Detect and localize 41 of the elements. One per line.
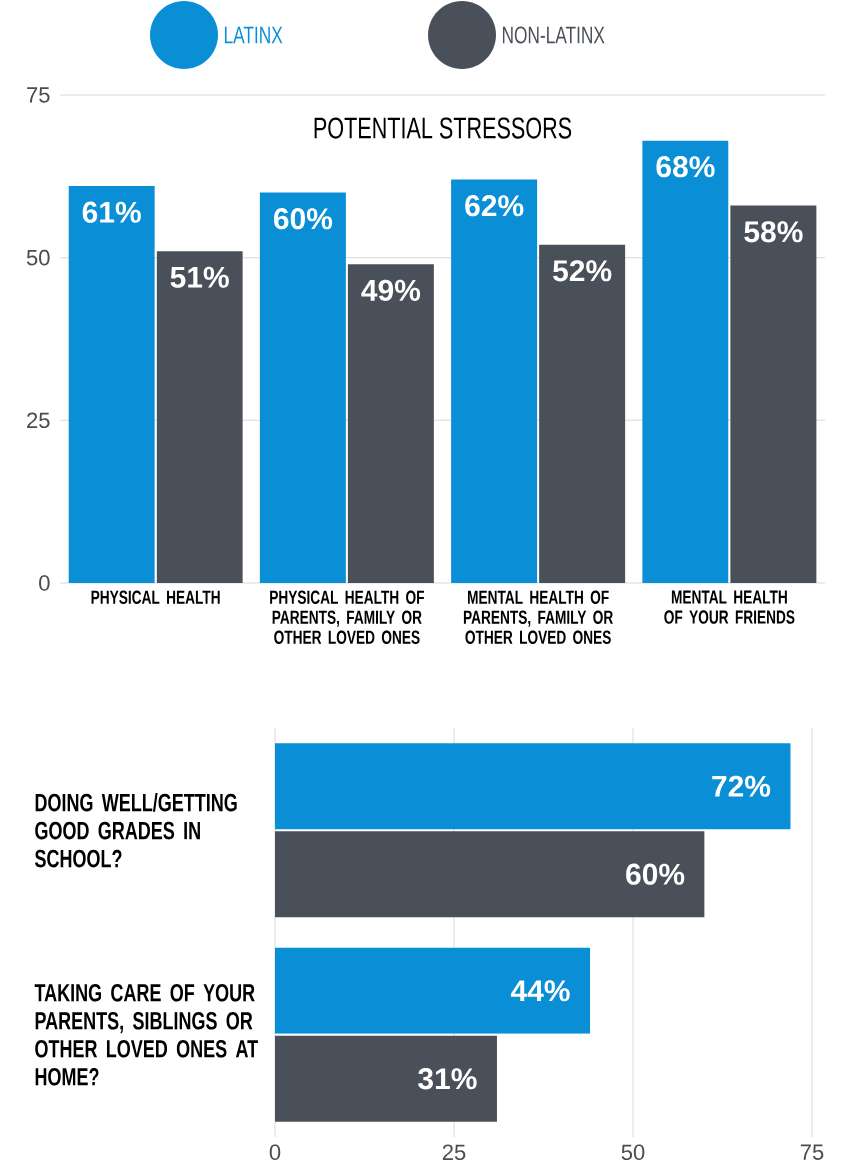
bar <box>275 947 591 1034</box>
data-label: 68% <box>656 156 715 178</box>
data-label: 51% <box>170 266 229 288</box>
text: LATINX <box>224 26 283 44</box>
data-label: 31% <box>418 1068 477 1090</box>
x-tick-label: MENTAL HEALTH OF PARENTS, FAMILY OR OTHER LOVED ONES <box>463 590 613 644</box>
data-label: 58% <box>744 221 803 243</box>
y-tick-label: 75 <box>27 87 50 103</box>
y-tick-label: DOING WELL/GETTING GOOD GRADES IN SCHOOL? <box>34 793 237 868</box>
data-label: 49% <box>361 279 421 301</box>
bar <box>259 192 346 583</box>
x-tick-label: 0 <box>269 1144 281 1161</box>
bar <box>539 244 626 583</box>
bar <box>275 1035 497 1122</box>
y-tick-label: TAKING CARE OF YOUR PARENTS, SIBLINGS OR OTHER LOVED ONES AT HOME? <box>34 983 258 1086</box>
data-label: 52% <box>553 260 612 282</box>
data-label: 44% <box>510 980 570 1002</box>
bar <box>451 179 538 583</box>
x-tick-label: 25 <box>442 1144 466 1161</box>
y-tick-label: 50 <box>26 249 50 266</box>
text: NON-LATINX <box>502 26 605 44</box>
x-tick-label: PHYSICAL HEALTH OF PARENTS, FAMILY OR OTHER LOVED ONES <box>270 590 425 644</box>
x-tick-label: PHYSICAL HEALTH <box>91 590 220 604</box>
bar <box>68 186 155 583</box>
bar <box>347 264 434 583</box>
x-tick-label: 75 <box>800 1144 824 1160</box>
bar <box>275 743 791 830</box>
y-tick-label: 0 <box>39 575 50 591</box>
bar <box>642 140 729 583</box>
x-tick-label: MENTAL HEALTH OF YOUR FRIENDS <box>664 590 795 624</box>
data-label: 60% <box>273 208 333 230</box>
data-label: 72% <box>712 775 771 797</box>
data-label: 61% <box>82 201 141 223</box>
bar <box>275 831 705 918</box>
text: POTENTIAL STRESSORS <box>314 117 572 139</box>
data-label: 62% <box>465 195 524 217</box>
y-tick-label: 25 <box>27 412 50 429</box>
bar <box>156 251 243 583</box>
data-label: 60% <box>626 863 685 885</box>
x-tick-label: 50 <box>621 1144 645 1161</box>
bar <box>730 205 817 583</box>
